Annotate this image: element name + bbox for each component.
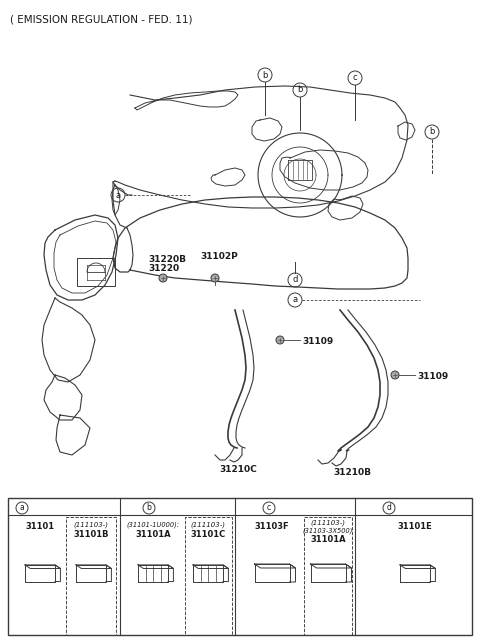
Text: c: c	[267, 503, 271, 512]
Text: 31103F: 31103F	[255, 522, 289, 531]
Text: 31101B: 31101B	[73, 530, 109, 539]
Text: 31220: 31220	[148, 264, 179, 273]
Circle shape	[276, 336, 284, 344]
Text: 31109: 31109	[302, 337, 333, 346]
Bar	[77, 258, 115, 286]
Text: 31101A: 31101A	[310, 535, 346, 544]
Bar	[8, 498, 472, 635]
Text: d: d	[292, 275, 298, 284]
Bar	[185, 517, 232, 635]
Text: 31109: 31109	[417, 372, 448, 381]
Circle shape	[391, 371, 399, 379]
Text: (111103-): (111103-)	[311, 519, 346, 526]
Bar	[304, 517, 352, 635]
Text: 31101: 31101	[25, 522, 55, 531]
Text: d: d	[386, 503, 391, 512]
Text: b: b	[146, 503, 151, 512]
Text: (31103-3X500): (31103-3X500)	[303, 527, 353, 534]
Text: 31220B: 31220B	[148, 255, 186, 264]
Text: a: a	[115, 191, 120, 200]
Text: b: b	[429, 128, 435, 137]
Text: a: a	[20, 503, 24, 512]
Text: ( EMISSION REGULATION - FED. 11): ( EMISSION REGULATION - FED. 11)	[10, 14, 192, 24]
Text: c: c	[353, 73, 357, 83]
Bar	[66, 517, 116, 635]
Text: a: a	[292, 295, 298, 304]
Text: 31210C: 31210C	[219, 465, 257, 474]
Circle shape	[159, 274, 167, 282]
Text: 31101A: 31101A	[135, 530, 171, 539]
Text: (31101-1U000):: (31101-1U000):	[127, 522, 180, 528]
Text: b: b	[262, 71, 268, 80]
Text: 31102P: 31102P	[200, 252, 238, 261]
Circle shape	[211, 274, 219, 282]
Text: (111103-): (111103-)	[191, 522, 226, 528]
Text: 31101C: 31101C	[191, 530, 226, 539]
Text: 31210B: 31210B	[333, 468, 371, 477]
Text: (111103-): (111103-)	[73, 522, 108, 528]
Text: 31101E: 31101E	[397, 522, 432, 531]
Text: b: b	[297, 85, 303, 94]
